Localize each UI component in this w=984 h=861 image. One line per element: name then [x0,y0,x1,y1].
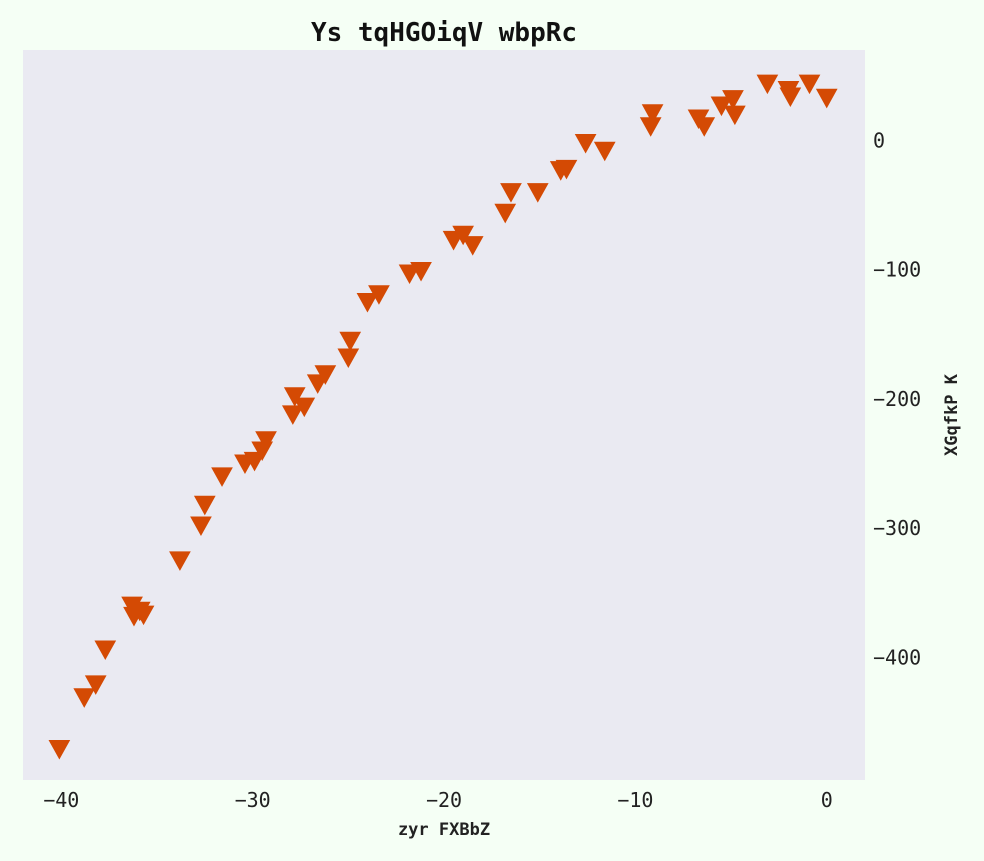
x-tick-label: −20 [426,788,462,812]
x-axis-label: zyr FXBbZ [398,820,490,840]
data-point [211,467,233,487]
data-point [724,105,746,126]
x-tick-label: 0 [821,788,833,812]
data-point [169,551,191,571]
y-tick-label: −100 [873,258,921,282]
data-point [193,495,216,516]
data-point [722,90,744,110]
data-point [368,285,390,305]
data-point [639,117,662,137]
data-point [526,183,549,203]
data-point [574,134,597,154]
data-point [461,236,484,256]
data-point [314,365,337,385]
x-tick-labels: −40 −30 −20 −10 0 [43,788,833,812]
data-point [555,159,578,180]
y-tick-labels: 0 −100 −200 −300 −400 [873,128,921,669]
data-point [281,405,304,425]
chart-title: Ys tqHGOiqV wbpRc [311,18,577,48]
data-point [798,74,821,95]
data-point [339,331,362,352]
y-tick-label: −300 [873,516,921,540]
y-tick-label: −200 [873,387,921,411]
y-tick-label: 0 [873,128,885,152]
data-point [779,87,802,108]
data-point [494,203,517,224]
data-point [410,261,432,282]
plot-background [23,50,865,780]
data-points [48,74,838,760]
data-point [500,183,522,203]
data-point [641,104,664,124]
x-tick-label: −10 [617,788,653,812]
data-point [293,397,316,418]
data-point [815,88,838,109]
x-tick-label: −40 [43,788,79,812]
y-axis-label: XGqfkP K [942,373,962,456]
data-point [693,117,716,137]
data-point [337,348,360,369]
data-point [84,675,107,695]
data-point [283,387,306,407]
data-point [255,431,277,451]
y-tick-label: −400 [873,645,921,669]
data-point [756,74,779,95]
data-point [452,225,474,246]
x-tick-label: −30 [235,788,271,812]
data-point [190,516,212,536]
data-point [73,688,96,708]
data-point [356,292,379,313]
data-point [94,640,117,661]
data-point [243,451,266,472]
data-point [593,141,616,162]
data-point [132,605,155,626]
data-point [48,739,71,760]
